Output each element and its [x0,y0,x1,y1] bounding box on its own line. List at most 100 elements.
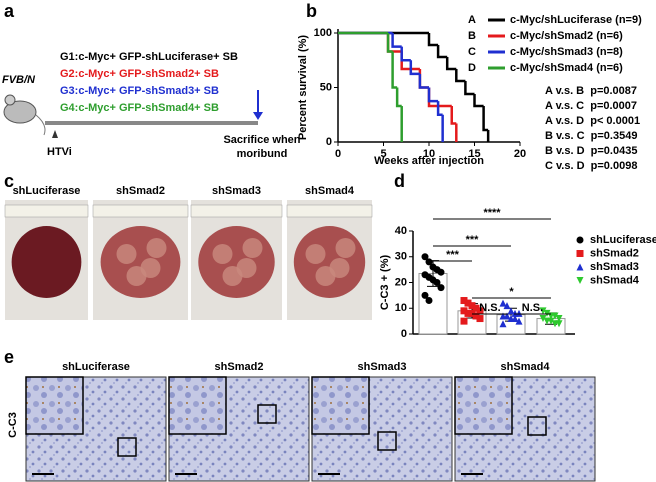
legend-marker [576,263,584,271]
legend-letter: D [468,62,476,74]
survival-step [418,73,429,89]
legend-label: c-Myc/shSmad4 (n=6) [510,62,623,74]
y-tick-label: 100 [314,27,332,39]
data-point [515,309,523,317]
survival-step [436,101,443,116]
data-point [464,299,472,307]
endpoint: moribund [237,148,288,160]
x-tick-label: 0 [335,148,341,160]
legend-letter: C [468,46,476,58]
x-tick-label: 20 [514,148,526,160]
x-axis-label: Weeks after injection [374,155,484,167]
legend-marker [576,236,584,244]
liver [293,226,366,298]
legend-label: shLuciferase [590,234,656,246]
survival-step [436,44,448,59]
legend-label: c-Myc/shSmad2 (n=6) [510,30,623,42]
inset [311,376,370,435]
x-tick-label: 5 [380,148,386,160]
data-point [476,307,484,315]
panel-a-art [3,90,263,138]
strain: FVB/N [2,74,36,86]
survival-step [482,106,489,132]
photo-label: shLuciferase [13,185,81,197]
data-point [503,302,511,310]
significance: *** [446,249,460,261]
data-point [551,312,559,320]
survival-step [391,51,398,89]
inset [25,376,84,435]
survival-step [427,87,439,103]
significance: * [509,286,514,298]
legend-label: shSmad3 [590,261,639,273]
nodule [116,244,137,264]
legend-label: shSmad4 [590,274,640,286]
survival-step [473,94,484,108]
data-point [472,304,480,312]
data-point [499,299,507,307]
legend-label: c-Myc/shLuciferase (n=9) [510,14,642,26]
survival-step [464,80,475,96]
liver [11,226,82,298]
inset [168,376,227,435]
nodule [335,238,356,258]
p-value: A v.s. B p=0.0087 [545,85,637,97]
panel-label: e [4,347,14,367]
x-tick-label: 15 [468,148,480,160]
image-label: shSmad3 [358,361,407,373]
zoom-box [377,431,397,451]
data-point [511,315,519,323]
y-axis-label: C-C3 + (%) [379,255,391,311]
y-tick-label: 20 [395,276,407,288]
p-value: C v.s. D p=0.0098 [545,160,637,172]
data-point [421,253,429,261]
significance: **** [483,207,501,219]
zoom-box [117,437,137,457]
survival-step [386,33,393,53]
survival-step [427,33,439,47]
nodule [126,266,147,286]
liver [198,226,275,298]
survival-step [427,87,452,108]
ruler [4,204,89,218]
data-point [437,284,445,292]
x-tick-label: 10 [423,148,435,160]
ruler [92,204,189,218]
data-point [547,317,555,325]
image-label: shSmad4 [501,361,551,373]
p-value: A v.s. D p< 0.0001 [545,115,640,127]
survival-step [386,33,402,53]
nodule [305,244,326,264]
legend-marker [576,250,584,257]
data-point [539,315,547,323]
y-tick-label: 0 [401,328,407,340]
legend-label: c-Myc/shSmad3 (n=8) [510,46,623,58]
data-point [468,309,476,317]
survival-step [418,68,429,89]
survival-step [391,33,402,48]
significance: *** [466,234,480,246]
y-tick-label: 10 [395,302,407,314]
significance: N.S. [522,302,543,314]
data-point [464,309,472,317]
p-value: B v.s. D p=0.0435 [545,145,637,157]
data-point [421,291,429,299]
photo-label: shSmad2 [116,185,165,197]
nodule [315,266,336,286]
liver [100,226,181,298]
group-label: G2:c-Myc+ GFP-shSmad2+ SB [60,68,219,80]
survival-step [409,60,420,76]
image-label: shLuciferase [62,361,130,373]
panel-label: b [306,1,317,21]
survival-step [455,68,466,83]
survival-step [450,106,457,125]
data-point [499,320,507,328]
data-point [507,307,515,315]
legend-marker [576,277,584,284]
y-tick-label: 40 [395,225,407,237]
group-label: G1:c-Myc+ GFP-shLuciferase+ SB [60,51,238,63]
data-point [425,258,433,266]
photo-label: shSmad4 [305,185,355,197]
y-tick-label: 0 [326,136,332,148]
